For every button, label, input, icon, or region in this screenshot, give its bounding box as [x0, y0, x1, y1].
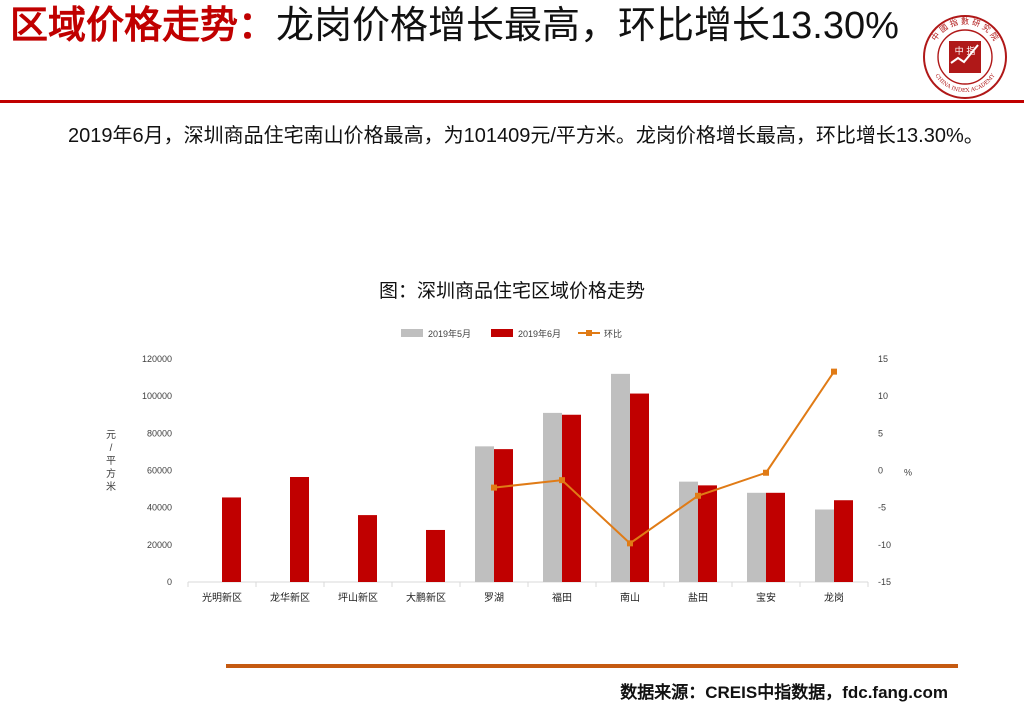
mom-line [493, 371, 835, 545]
y-axis-tick-label: 60000 [147, 466, 172, 476]
y2-axis-tick-label: 0 [878, 466, 883, 476]
legend-swatch-mom-marker [586, 330, 592, 336]
bar-2019-06 [358, 515, 377, 582]
y-axis-tick-label: 120000 [142, 354, 172, 364]
title-divider [0, 100, 1024, 103]
x-axis-category-label: 龙华新区 [270, 591, 310, 604]
y2-axis-tick-label: -15 [878, 577, 891, 587]
bar-2019-06 [766, 492, 785, 582]
mom-point [559, 477, 565, 484]
y-axis-tick-label: 80000 [147, 428, 172, 438]
x-axis-category-label: 宝安 [756, 591, 776, 604]
china-index-academy-seal-icon: 中 國 指 數 研 究 院 CHINA INDEX ACADEMY 中 指 [923, 15, 1007, 99]
bar-2019-06 [834, 500, 853, 582]
y2-axis-tick-label: -10 [878, 540, 891, 550]
mom-point [627, 540, 633, 547]
legend-swatch-2019-06 [491, 329, 513, 337]
x-axis-category-label: 盐田 [688, 591, 708, 604]
price-trend-chart: 0 20000 40000 60000 80000 100000 120000 -15 -10 -… [106, 328, 912, 604]
y2-axis-tick-label: 15 [878, 354, 888, 364]
x-axis-category-label: 南山 [620, 591, 640, 604]
legend-label-2019-06: 2019年6月 [518, 328, 561, 339]
x-axis-category-label: 福田 [552, 591, 572, 604]
y-axis-tick-label: 0 [167, 577, 172, 587]
bar-2019-06 [222, 497, 241, 582]
y-axis-tick-label: 100000 [142, 391, 172, 401]
y2-axis-tick-label: -5 [878, 503, 886, 513]
bar-2019-06 [494, 449, 513, 582]
bar-2019-05 [611, 373, 630, 582]
mom-point [763, 469, 769, 476]
summary-paragraph: 2019年6月，深圳商品住宅南山价格最高，为101409元/平方米。龙岗价格增长… [68, 125, 984, 147]
bar-2019-06 [562, 414, 581, 582]
bar-2019-05 [747, 492, 766, 582]
data-source: 数据来源：CREIS中指数据，fdc.fang.com [620, 683, 948, 702]
y-axis-tick-label: 40000 [147, 503, 172, 513]
bar-2019-05 [475, 446, 494, 582]
page-title-rest: 龙岗价格增长最高，环比增长13.30% [276, 5, 899, 47]
mom-point [491, 484, 497, 491]
legend-swatch-2019-05 [401, 329, 423, 337]
seal-center-text: 中 指 [955, 45, 976, 57]
bar-2019-06 [426, 529, 445, 582]
bar-2019-06 [290, 477, 309, 582]
bar-2019-06 [630, 393, 649, 582]
y2-axis-tick-label: 10 [878, 391, 888, 401]
x-axis-category-label: 坪山新区 [338, 591, 378, 604]
bar-2019-05 [815, 509, 834, 582]
bar-2019-05 [543, 412, 562, 582]
x-axis-category-label: 龙岗 [824, 591, 844, 604]
legend-label-mom: 环比 [604, 328, 622, 339]
x-axis-category-label: 罗湖 [484, 592, 504, 604]
page-title: 区域价格走势：龙岗价格增长最高，环比增长13.30% [10, 4, 910, 48]
footer-divider [226, 664, 958, 668]
mom-point [695, 492, 701, 499]
mom-point [831, 368, 837, 375]
chart-title: 图：深圳商品住宅区域价格走势 [378, 281, 645, 302]
y2-axis-title: % [904, 468, 912, 478]
x-axis-category-label: 光明新区 [202, 591, 242, 604]
y-axis-title: 元/平方米 [106, 430, 116, 493]
legend-label-2019-05: 2019年5月 [428, 328, 471, 339]
bar-2019-06 [698, 485, 717, 582]
y-axis-tick-label: 20000 [147, 540, 172, 550]
x-axis-category-label: 大鹏新区 [406, 591, 446, 604]
y2-axis-tick-label: 5 [878, 428, 883, 438]
page-title-lead: 区域价格走势： [10, 5, 277, 47]
